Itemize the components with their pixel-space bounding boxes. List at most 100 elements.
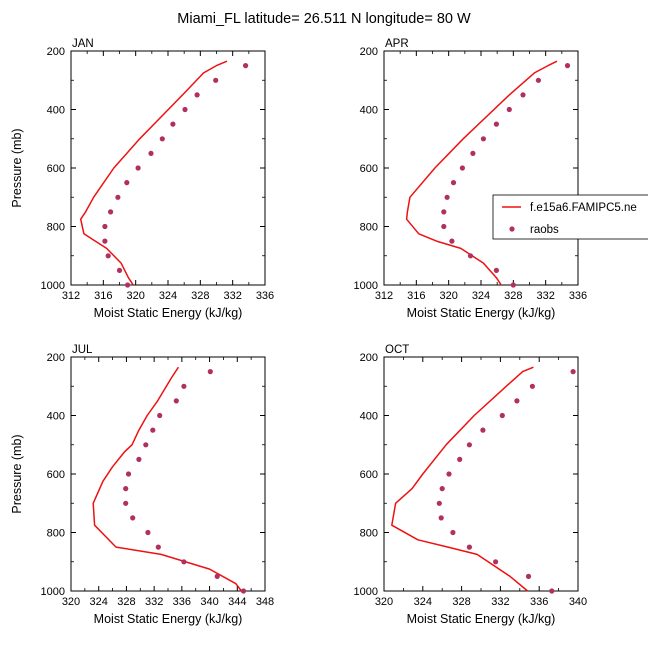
- y-tick-label: 1000: [41, 280, 65, 292]
- raobs-point: [439, 486, 445, 492]
- raobs-point: [181, 383, 187, 389]
- legend-obs-label: raobs: [530, 224, 559, 236]
- raobs-point: [499, 412, 505, 419]
- raobs-point: [480, 427, 486, 433]
- x-tick-label: 320: [375, 596, 393, 608]
- raobs-point: [194, 92, 200, 98]
- raobs-point: [123, 500, 129, 506]
- raobs-point: [549, 588, 555, 594]
- panel-label: JUL: [72, 344, 93, 356]
- plot-frame: [70, 50, 266, 286]
- y-tick-label: 200: [47, 46, 65, 58]
- raobs-point: [510, 282, 516, 288]
- chart-panels: JAN 312 316 320 324 328 332 336 200 400 600 800 1000…: [10, 38, 587, 626]
- x-tick-label: 312: [62, 290, 80, 302]
- raobs-point: [130, 515, 136, 521]
- x-tick-label: 324: [414, 596, 432, 608]
- raobs-point: [102, 238, 108, 244]
- x-tick-label: 336: [530, 596, 548, 608]
- raobs-point: [436, 500, 442, 506]
- chart-panel-oct: OCT 320 324 328 332 336 340 200 400 600 800 1000 Moi…: [354, 344, 588, 626]
- y-tick-label: 400: [47, 105, 65, 117]
- raobs-point: [173, 398, 179, 404]
- y-tick-label: 800: [47, 222, 65, 234]
- raobs-point: [213, 77, 219, 83]
- x-tick-label: 336: [256, 290, 274, 302]
- raobs-point: [150, 427, 156, 433]
- raobs-point: [157, 412, 163, 419]
- raobs-point: [170, 121, 176, 127]
- raobs-point: [535, 77, 542, 83]
- x-tick-label: 336: [173, 596, 191, 608]
- plot-frame: [383, 356, 579, 592]
- model-profile-line: [405, 60, 558, 286]
- raobs-point: [159, 136, 165, 142]
- raobs-point: [182, 106, 188, 113]
- raobs-point: [214, 573, 220, 580]
- legend: f.e15a6.FAMIPC5.ne raobs: [492, 194, 648, 240]
- x-tick-label: 328: [504, 290, 522, 302]
- raobs-point: [116, 267, 123, 273]
- x-tick-label: 324: [472, 290, 490, 302]
- y-tick-label: 600: [360, 469, 378, 481]
- x-tick-label: 332: [223, 290, 241, 302]
- raobs-point: [441, 223, 447, 230]
- y-tick-label: 600: [47, 163, 65, 175]
- x-tick-label: 332: [536, 290, 554, 302]
- x-tick-label: 324: [90, 596, 108, 608]
- x-axis-title: Moist Static Energy (kJ/kg): [407, 306, 556, 320]
- x-axis-title: Moist Static Energy (kJ/kg): [407, 612, 556, 626]
- y-tick-label: 1000: [354, 586, 378, 598]
- legend-obs-marker-swatch: [509, 226, 515, 232]
- x-tick-label: 332: [491, 596, 509, 608]
- raobs-point: [181, 559, 187, 565]
- x-axis-title: Moist Static Energy (kJ/kg): [94, 612, 243, 626]
- x-tick-label: 320: [126, 290, 144, 302]
- raobs-point: [143, 442, 149, 448]
- raobs-point: [493, 121, 499, 127]
- x-tick-label: 340: [569, 596, 587, 608]
- raobs-point: [441, 209, 447, 215]
- panel-label: APR: [385, 38, 409, 50]
- chart-panel-apr: APR 312 316 320 324 328 332 336 200 400 600 800 1000…: [354, 38, 588, 320]
- raobs-point: [444, 194, 450, 200]
- raobs-point: [155, 544, 161, 550]
- raobs-point: [449, 238, 455, 244]
- raobs-point: [108, 209, 114, 215]
- raobs-point: [115, 194, 121, 200]
- x-tick-label: 344: [228, 596, 246, 608]
- raobs-point: [450, 180, 457, 186]
- raobs-point: [466, 442, 472, 448]
- legend-frame: [492, 194, 648, 240]
- x-tick-label: 324: [159, 290, 177, 302]
- raobs-point: [466, 544, 472, 550]
- raobs-point: [240, 588, 247, 594]
- x-tick-label: 328: [117, 596, 135, 608]
- raobs-point: [467, 253, 474, 259]
- raobs-point: [525, 573, 532, 580]
- raobs-point: [529, 383, 536, 389]
- raobs-point: [457, 456, 463, 462]
- x-tick-label: 320: [62, 596, 80, 608]
- raobs-point: [514, 398, 520, 404]
- raobs-point: [135, 165, 141, 171]
- chart-panel-jul: JUL 320 324 328 332 336 340 344 348 200 400 600 800 1…: [10, 344, 274, 626]
- model-profile-line: [391, 366, 534, 592]
- y-tick-label: 600: [360, 163, 378, 175]
- x-tick-label: 328: [452, 596, 470, 608]
- raobs-point: [105, 253, 111, 259]
- raobs-point: [125, 282, 131, 288]
- raobs-point: [243, 63, 249, 69]
- raobs-point: [148, 150, 154, 156]
- raobs-point: [446, 471, 452, 477]
- x-tick-label: 340: [200, 596, 218, 608]
- y-tick-label: 800: [47, 528, 65, 540]
- y-tick-label: 400: [47, 411, 65, 423]
- plot-frame: [383, 50, 579, 286]
- raobs-point: [125, 471, 132, 477]
- y-axis-title: Pressure (mb): [10, 434, 24, 513]
- y-tick-label: 200: [47, 352, 65, 364]
- y-tick-label: 200: [360, 46, 378, 58]
- model-profile-line: [92, 366, 242, 592]
